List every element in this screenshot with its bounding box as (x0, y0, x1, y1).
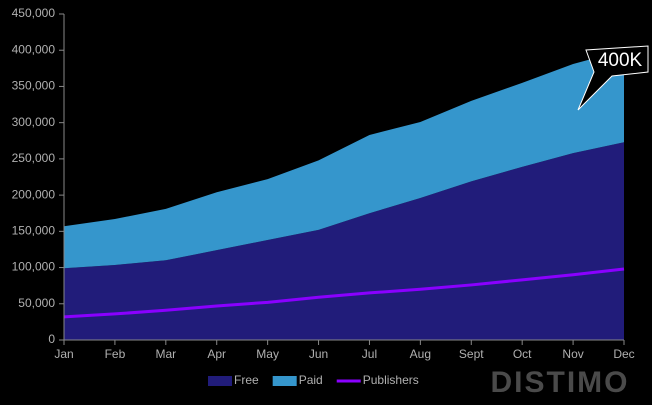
line (63, 267, 625, 319)
y-tick-label: 50,000 (18, 296, 55, 310)
x-tick-label: Oct (513, 347, 532, 361)
x-tick-label: Apr (207, 347, 226, 361)
callout (577, 45, 649, 111)
y-tick-label: 200,000 (12, 187, 56, 201)
legend-swatch (272, 376, 297, 386)
watermark: DISTIMO (491, 366, 630, 399)
area (64, 142, 624, 340)
plot: 0 50,000 100,000 150,000 200,000 250,000 300,0… (12, 6, 635, 387)
x-tick-label: Mar (155, 347, 176, 361)
legend-swatch (208, 376, 232, 386)
y-tick-label: 350,000 (12, 79, 56, 93)
y-tick-label: 300,000 (12, 115, 56, 129)
y-tick-label: 450,000 (12, 6, 56, 20)
x-tick-label: Jun (309, 347, 328, 361)
x-tick-label: Feb (105, 347, 126, 361)
legend-label: Paid (299, 373, 323, 387)
x-tick-label: Sept (459, 347, 484, 361)
x-tick-label: Aug (410, 347, 431, 361)
y-tick-label: 100,000 (12, 260, 56, 274)
x-tick-label: Jan (54, 347, 73, 361)
legend: Free Paid Publishers (208, 373, 419, 387)
y-tick-label: 250,000 (12, 151, 56, 165)
x-tick-label: Jul (362, 347, 377, 361)
legend-label: Free (234, 373, 259, 387)
x-tick-label: Dec (613, 347, 634, 361)
y-tick-label: 400,000 (12, 42, 56, 56)
legend-label: Publishers (363, 373, 419, 387)
x-tick-label: Nov (562, 347, 583, 361)
annotation: 400K (598, 50, 643, 71)
x-tick-label: May (256, 347, 279, 361)
y-tick-label: 0 (48, 332, 55, 346)
area (64, 50, 624, 269)
y-tick-label: 150,000 (12, 224, 56, 238)
